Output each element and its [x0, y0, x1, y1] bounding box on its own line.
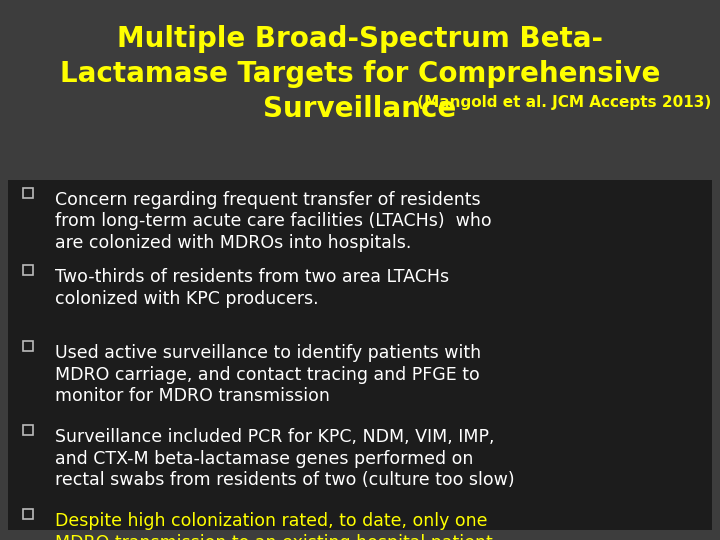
Text: Multiple Broad-Spectrum Beta-: Multiple Broad-Spectrum Beta-: [117, 25, 603, 53]
Text: Despite high colonization rated, to date, only one
MDRO transmission to an exist: Despite high colonization rated, to date…: [55, 512, 492, 540]
Text: (Mangold et al. JCM Accepts 2013): (Mangold et al. JCM Accepts 2013): [412, 95, 711, 110]
FancyBboxPatch shape: [8, 180, 712, 530]
Text: Concern regarding frequent transfer of residents
from long-term acute care facil: Concern regarding frequent transfer of r…: [55, 191, 492, 252]
Text: Surveillance included PCR for KPC, NDM, VIM, IMP,
and CTX-M beta-lactamase genes: Surveillance included PCR for KPC, NDM, …: [55, 428, 515, 489]
Text: Lactamase Targets for Comprehensive: Lactamase Targets for Comprehensive: [60, 60, 660, 88]
Text: Used active surveillance to identify patients with
MDRO carriage, and contact tr: Used active surveillance to identify pat…: [55, 344, 481, 405]
Text: Surveillance: Surveillance: [264, 95, 456, 123]
Text: Two-thirds of residents from two area LTACHs
colonized with KPC producers.: Two-thirds of residents from two area LT…: [55, 268, 449, 307]
